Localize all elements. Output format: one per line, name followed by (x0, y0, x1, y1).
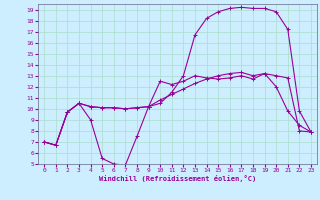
X-axis label: Windchill (Refroidissement éolien,°C): Windchill (Refroidissement éolien,°C) (99, 175, 256, 182)
